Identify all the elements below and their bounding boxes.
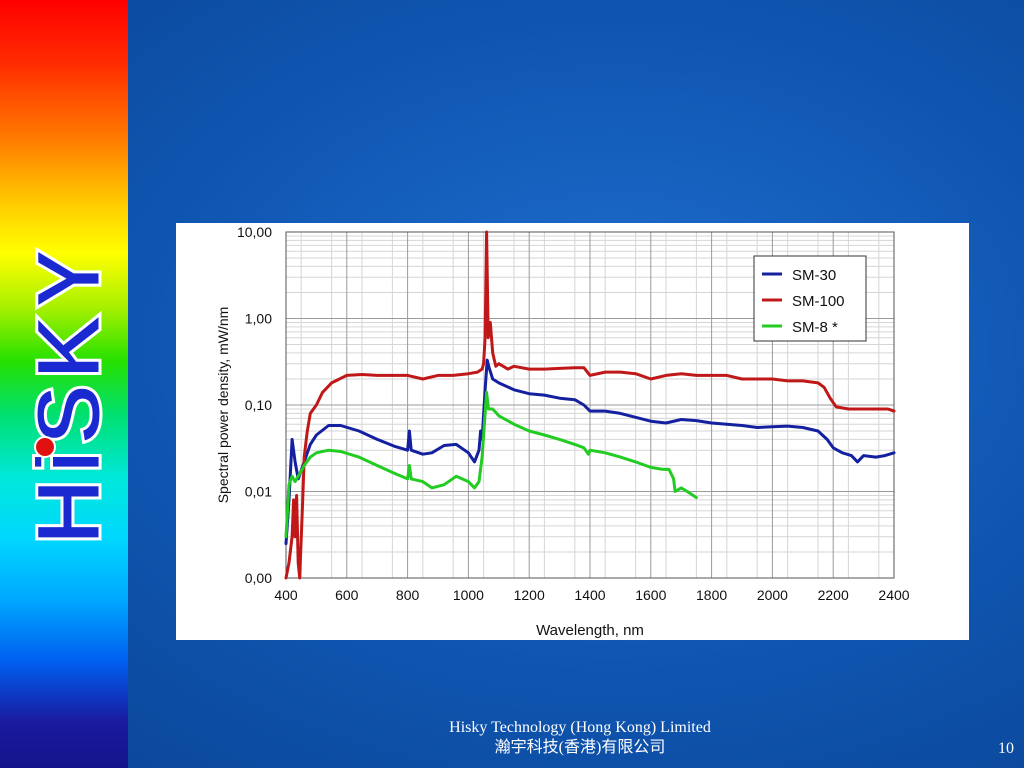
y-tick-label: 0,10 xyxy=(245,397,272,413)
y-tick-label: 0,00 xyxy=(245,570,272,586)
x-tick-label: 2200 xyxy=(818,587,849,603)
x-tick-label: 1000 xyxy=(453,587,484,603)
series-sm30-line xyxy=(284,358,896,546)
rainbow-side-bar xyxy=(0,0,128,768)
y-tick-labels: 0,00 0,01 0,10 1,00 10,00 xyxy=(237,224,272,586)
x-tick-labels: 400 600 800 1000 1200 1400 1600 1800 2000 2200 240… xyxy=(274,587,909,603)
page-number: 10 xyxy=(998,740,1014,757)
x-tick-label: 1800 xyxy=(696,587,727,603)
footer-company-en: Hisky Technology (Hong Kong) Limited xyxy=(449,719,711,736)
x-tick-label: 2400 xyxy=(878,587,909,603)
y-tick-label: 0,01 xyxy=(245,484,272,500)
series-group xyxy=(284,230,896,580)
logo-text: HiSKY xyxy=(18,244,112,545)
x-tick-label: 1200 xyxy=(514,587,545,603)
chart-panel: 400 600 800 1000 1200 1400 1600 1800 2000 2200 240… xyxy=(176,223,969,640)
y-axis-label: Spectral power density, mW/nm xyxy=(215,307,231,504)
footer: Hisky Technology (Hong Kong) Limited 瀚宇科… xyxy=(330,718,830,758)
x-axis-label: Wavelength, nm xyxy=(536,622,644,639)
plot-frame xyxy=(285,231,895,579)
legend-label-sm8: SM-8 * xyxy=(792,319,838,336)
x-tick-label: 1600 xyxy=(635,587,666,603)
logo-dot-icon xyxy=(34,436,56,458)
y-tick-label: 10,00 xyxy=(237,224,272,240)
x-tick-label: 2000 xyxy=(757,587,788,603)
series-sm100-line xyxy=(284,230,896,580)
hisky-logo: HiSKY xyxy=(17,242,113,546)
x-tick-label: 600 xyxy=(335,587,359,603)
spectral-chart: 400 600 800 1000 1200 1400 1600 1800 2000 2200 240… xyxy=(215,224,910,639)
legend-label-sm30: SM-30 xyxy=(792,267,836,284)
x-tick-label: 1400 xyxy=(574,587,605,603)
footer-company-zh: 瀚宇科技(香港)有限公司 xyxy=(494,739,666,756)
legend: SM-30 SM-100 SM-8 * xyxy=(753,255,867,342)
y-tick-label: 1,00 xyxy=(245,311,272,327)
x-tick-label: 400 xyxy=(274,587,298,603)
x-tick-label: 800 xyxy=(396,587,420,603)
legend-label-sm100: SM-100 xyxy=(792,293,845,310)
series-sm8-line xyxy=(284,390,698,539)
